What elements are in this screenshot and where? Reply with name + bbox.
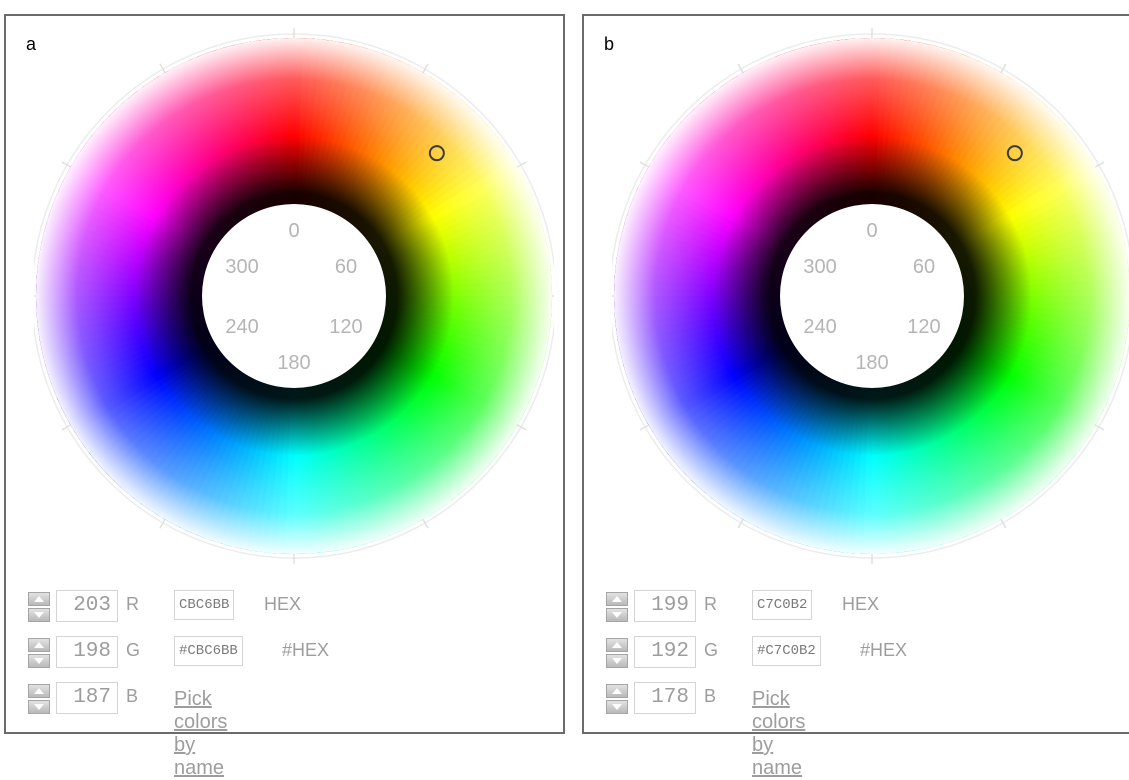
degree-label-0: 0 <box>288 220 299 242</box>
rgb-controls: 203 R CBC6BB HEX 198 G #CBC6BB #HEX 187 … <box>28 590 548 779</box>
hash-hex-label: #HEX <box>860 640 908 660</box>
b-value-input[interactable]: 187 <box>56 682 118 714</box>
r-label: R <box>126 594 139 614</box>
degree-label-300: 300 <box>803 256 836 278</box>
pick-colors-by-name-link[interactable]: Pick colors by name <box>752 688 806 779</box>
g-label: G <box>704 640 719 660</box>
wheel-tick <box>159 63 166 73</box>
degree-label-240: 240 <box>803 316 836 338</box>
wheel-tick <box>639 424 649 431</box>
b-stepper[interactable] <box>28 684 50 714</box>
b-label: B <box>704 686 717 706</box>
b-label: B <box>126 686 139 706</box>
panel-label: b <box>604 34 615 54</box>
selection-marker-icon <box>1006 145 1023 162</box>
hue-wheel[interactable]: 0 60 120 180 240 300 <box>612 26 1129 576</box>
degree-label-180: 180 <box>855 352 888 374</box>
rgb-controls: 199 R C7C0B2 HEX 192 G #C7C0B2 #HEX 178 … <box>606 590 1126 779</box>
decrement-icon[interactable] <box>606 700 628 714</box>
wheel-tick <box>639 161 649 168</box>
selection-marker-icon <box>428 145 445 162</box>
b-value-input[interactable]: 178 <box>634 682 696 714</box>
degree-label-120: 120 <box>907 316 940 338</box>
wheel-tick <box>1000 519 1007 529</box>
decrement-icon[interactable] <box>606 654 628 668</box>
wheel-center <box>202 204 386 388</box>
increment-icon[interactable] <box>606 638 628 652</box>
wheel-center <box>780 204 964 388</box>
r-value-input[interactable]: 203 <box>56 590 118 622</box>
hash-hex-input[interactable]: #CBC6BB <box>174 636 243 666</box>
wheel-tick <box>159 519 166 529</box>
hash-hex-label: #HEX <box>282 640 330 660</box>
degree-label-0: 0 <box>866 220 877 242</box>
g-stepper[interactable] <box>28 638 50 668</box>
g-label: G <box>126 640 141 660</box>
increment-icon[interactable] <box>606 592 628 606</box>
wheel-tick <box>422 519 429 529</box>
degree-label-120: 120 <box>329 316 362 338</box>
wheel-tick <box>1095 424 1105 431</box>
decrement-icon[interactable] <box>28 608 50 622</box>
b-stepper[interactable] <box>606 684 628 714</box>
panel-label: a <box>26 34 37 54</box>
decrement-icon[interactable] <box>28 654 50 668</box>
wheel-tick <box>517 424 527 431</box>
increment-icon[interactable] <box>606 684 628 698</box>
pick-colors-by-name-link[interactable]: Pick colors by name <box>174 688 228 779</box>
wheel-tick <box>422 63 429 73</box>
g-value-input[interactable]: 198 <box>56 636 118 668</box>
g-stepper[interactable] <box>606 638 628 668</box>
increment-icon[interactable] <box>28 684 50 698</box>
r-stepper[interactable] <box>28 592 50 622</box>
r-label: R <box>704 594 717 614</box>
degree-label-240: 240 <box>225 316 258 338</box>
g-value-input[interactable]: 192 <box>634 636 696 668</box>
r-stepper[interactable] <box>606 592 628 622</box>
degree-label-60: 60 <box>335 256 357 278</box>
increment-icon[interactable] <box>28 592 50 606</box>
hex-input[interactable]: C7C0B2 <box>752 590 813 620</box>
wheel-tick <box>737 63 744 73</box>
wheel-tick <box>1095 161 1105 168</box>
degree-label-300: 300 <box>225 256 258 278</box>
degree-label-60: 60 <box>913 256 935 278</box>
hex-input[interactable]: CBC6BB <box>174 590 235 620</box>
r-value-input[interactable]: 199 <box>634 590 696 622</box>
hash-hex-input[interactable]: #C7C0B2 <box>752 636 821 666</box>
hex-label: HEX <box>264 594 302 614</box>
decrement-icon[interactable] <box>606 608 628 622</box>
hue-wheel[interactable]: 0 60 120 180 240 300 <box>34 26 554 576</box>
wheel-tick <box>61 424 71 431</box>
degree-label-180: 180 <box>277 352 310 374</box>
wheel-tick <box>737 519 744 529</box>
color-picker-panel-b: b 0 60 120 180 240 300 199 R C7C0B2 HEX 192 G… <box>582 14 1129 779</box>
wheel-tick <box>517 161 527 168</box>
hex-label: HEX <box>842 594 880 614</box>
decrement-icon[interactable] <box>28 700 50 714</box>
wheel-tick <box>61 161 71 168</box>
wheel-tick <box>1000 63 1007 73</box>
color-picker-panel-a: a 0 60 120 180 240 300 203 R CBC6BB HEX 198 G… <box>4 14 565 779</box>
increment-icon[interactable] <box>28 638 50 652</box>
